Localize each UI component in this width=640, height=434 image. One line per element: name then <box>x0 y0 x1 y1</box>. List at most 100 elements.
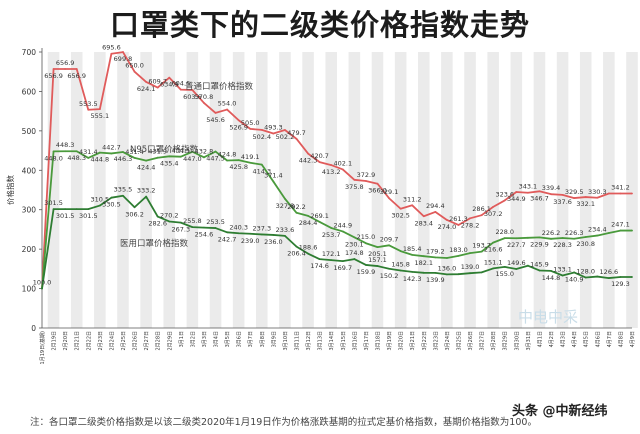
data-label: 230.1 <box>345 240 364 248</box>
data-label: 226.2 <box>542 229 561 237</box>
data-label: 502.2 <box>276 133 295 141</box>
data-point <box>145 81 148 83</box>
data-point <box>469 252 471 254</box>
data-point <box>434 256 437 259</box>
data-point <box>64 68 67 70</box>
data-point <box>284 234 286 237</box>
data-point <box>284 129 286 131</box>
data-label: 151.1 <box>484 258 503 266</box>
data-point <box>341 230 344 233</box>
data-point <box>411 270 414 273</box>
x-tick-label: 2月27日 <box>144 331 150 351</box>
data-label: 444.8 <box>91 156 110 164</box>
data-label: 448.3 <box>67 154 86 162</box>
data-label: 505.0 <box>241 119 260 127</box>
data-label: 234.4 <box>588 226 607 234</box>
data-label: 229.9 <box>530 240 549 248</box>
data-point <box>203 102 205 104</box>
x-tick-label: 4月5日 <box>584 331 590 347</box>
data-point <box>561 237 564 239</box>
data-label: 292.2 <box>287 203 306 211</box>
series-line <box>41 51 632 289</box>
data-label: 239.0 <box>241 237 260 245</box>
x-tick-label: 2月20日 <box>63 331 69 351</box>
data-label: 261.3 <box>449 215 468 223</box>
data-point <box>457 254 460 257</box>
data-label: 431.4 <box>125 148 144 156</box>
data-point <box>307 252 309 255</box>
data-point <box>318 161 321 164</box>
data-point <box>330 227 333 229</box>
data-point <box>110 52 113 55</box>
data-point <box>550 237 552 240</box>
category-band <box>417 52 430 328</box>
data-label: 230.8 <box>576 240 595 248</box>
x-tick-label: 4月8日 <box>618 331 624 347</box>
data-label: 603.6 <box>183 93 202 101</box>
data-point <box>526 236 529 239</box>
x-tick-label: 3月17日 <box>364 331 370 351</box>
data-point <box>64 150 67 153</box>
data-point <box>295 245 298 248</box>
data-label: 128.0 <box>576 268 595 276</box>
data-label: 424.4 <box>137 164 156 172</box>
data-point <box>596 275 599 278</box>
data-label: 236.0 <box>264 238 283 246</box>
x-tick-label: 3月30日 <box>514 331 520 351</box>
data-label: 301.5 <box>44 199 63 207</box>
data-point <box>122 151 124 153</box>
x-tick-label: 4月7日 <box>607 331 613 347</box>
category-band <box>47 52 60 328</box>
data-point <box>607 192 610 195</box>
data-label: 215.0 <box>357 233 376 241</box>
y-tick-label: 200 <box>22 245 37 254</box>
data-point <box>492 205 495 208</box>
data-point <box>353 178 356 181</box>
x-tick-label: 4月3日 <box>561 331 567 347</box>
data-label: 526.9 <box>229 123 248 131</box>
data-label: 656.9 <box>56 59 75 67</box>
data-label: 183.0 <box>449 246 468 254</box>
data-point <box>260 129 263 131</box>
data-point <box>156 156 159 159</box>
data-label: 479.7 <box>287 129 306 137</box>
data-point <box>365 242 367 245</box>
data-label: 136.0 <box>438 264 457 272</box>
data-label: 140.9 <box>565 275 584 283</box>
x-tick-label: 3月31日 <box>526 331 532 351</box>
category-band <box>209 52 222 328</box>
data-point <box>526 191 529 194</box>
data-label: 343.1 <box>519 183 538 191</box>
data-point <box>87 108 90 111</box>
data-label: 150.2 <box>380 272 399 280</box>
source-text: 头条 @中新经纬 <box>512 404 608 419</box>
data-point <box>145 159 148 162</box>
chart-title: 口罩类下的二级类价格指数走势 <box>109 8 530 42</box>
data-label: 332.1 <box>576 200 595 208</box>
x-tick-label: 3月10日 <box>283 331 289 351</box>
data-point <box>584 236 587 238</box>
data-label: 448.0 <box>44 154 63 162</box>
data-label: 553.5 <box>79 100 98 108</box>
category-bands <box>47 52 638 328</box>
data-point <box>249 232 252 235</box>
data-label: 341.2 <box>611 183 630 191</box>
data-label: 216.6 <box>484 246 503 254</box>
data-label: 656.9 <box>67 72 86 80</box>
x-tick-label: 3月8日 <box>260 331 266 347</box>
data-point <box>434 211 437 213</box>
y-tick-label: 400 <box>22 166 37 175</box>
data-label: 182.1 <box>414 259 433 267</box>
category-band <box>348 52 361 328</box>
data-point <box>110 196 113 199</box>
data-point <box>376 246 379 249</box>
data-label: 402.1 <box>333 159 352 167</box>
data-label: 233.6 <box>276 226 295 234</box>
data-label: 604.6 <box>172 80 191 88</box>
data-label: 270.2 <box>160 211 179 219</box>
data-label: 545.6 <box>206 116 225 124</box>
x-tick-label: 3月1日 <box>179 331 185 347</box>
series-lines <box>41 51 633 290</box>
data-label: 139.0 <box>461 263 480 271</box>
data-point <box>446 273 448 276</box>
